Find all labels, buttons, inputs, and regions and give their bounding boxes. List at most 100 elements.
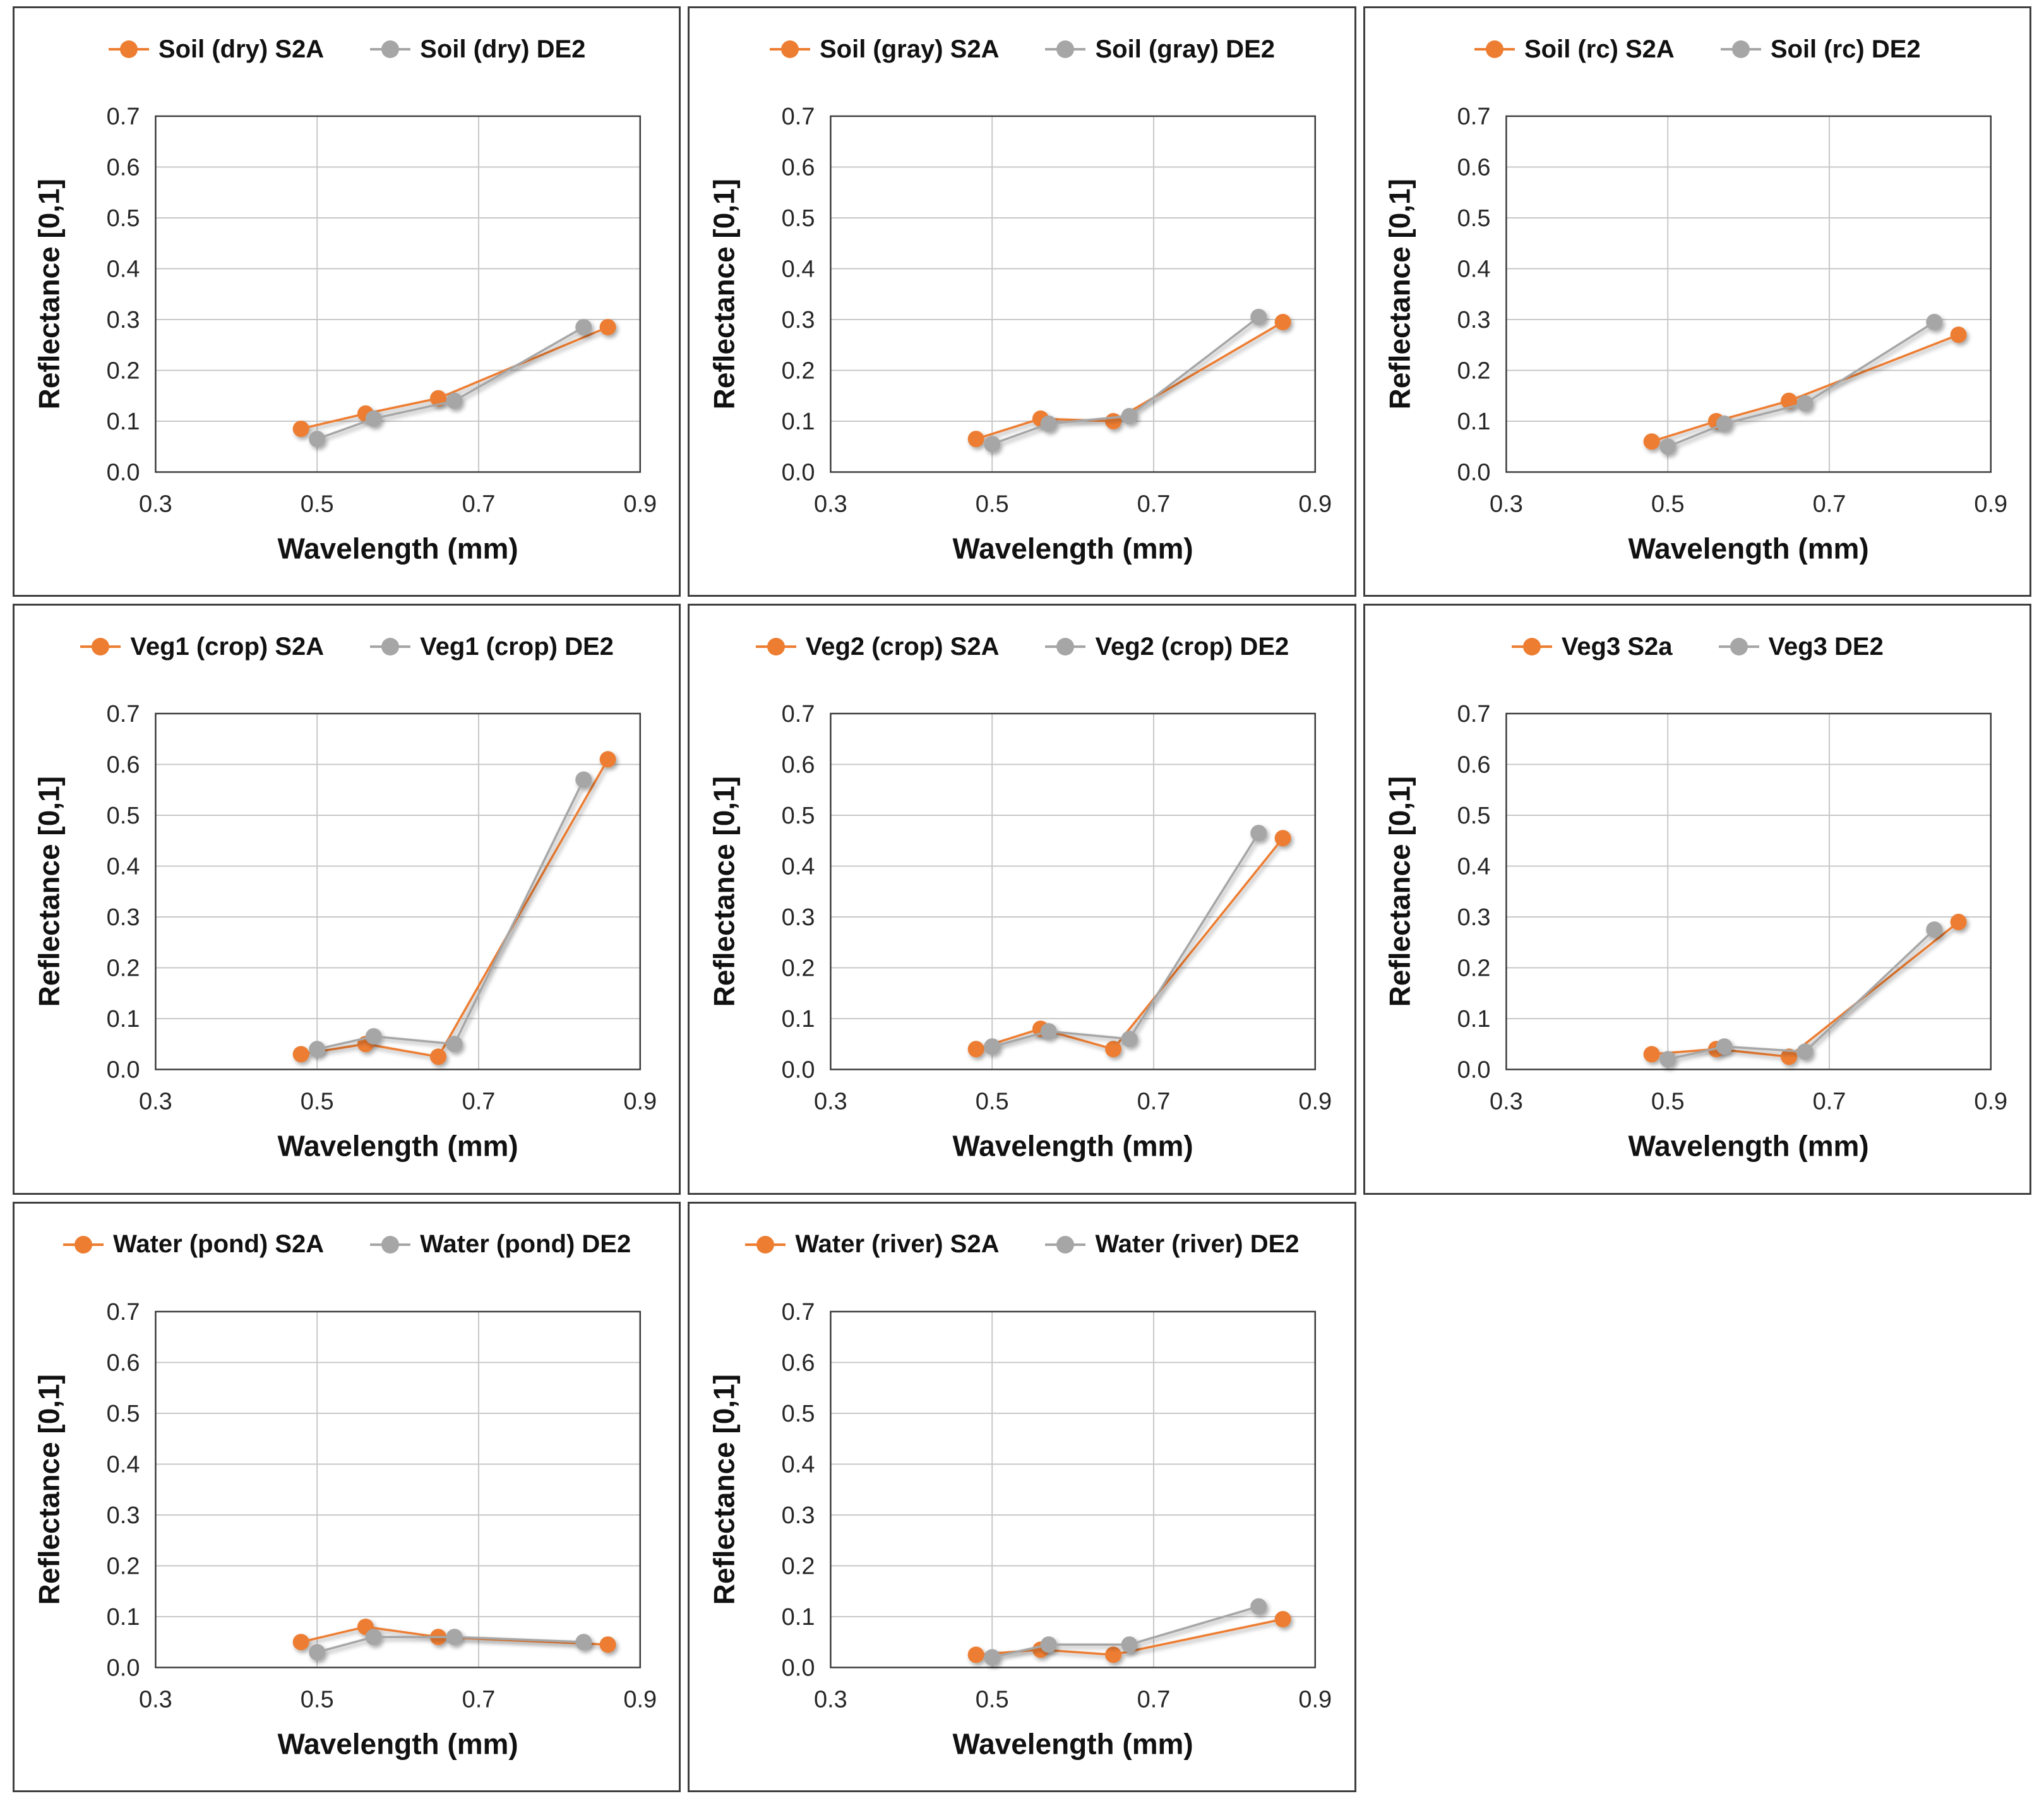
data-point-marker xyxy=(365,1028,382,1045)
y-tick-label: 0.7 xyxy=(107,1299,140,1326)
legend-entry: Veg2 (crop) S2A xyxy=(755,633,999,661)
y-tick-label: 0.0 xyxy=(782,1655,815,1681)
y-tick-label: 0.0 xyxy=(782,1057,815,1084)
y-tick-label: 0.2 xyxy=(107,357,140,384)
series-de2 xyxy=(309,1628,592,1660)
y-tick-label: 0.1 xyxy=(1457,1006,1490,1033)
legend-entry: Water (pond) DE2 xyxy=(369,1230,631,1259)
series-de2 xyxy=(309,319,592,448)
chart-plot: 0.7 0.6 0.5 0.4 0.3 0.2 0.1 0.0 0.3 0.5 0.7 0.9 Refl… xyxy=(33,1299,657,1760)
data-point-marker xyxy=(446,1036,463,1053)
x-tick-label: 0.9 xyxy=(1974,491,2007,517)
y-tick-label: 0.0 xyxy=(782,459,815,486)
chart-plot: 0.7 0.6 0.5 0.4 0.3 0.2 0.1 0.0 0.3 0.5 0.7 0.9 Refl… xyxy=(33,701,657,1162)
x-tick-label: 0.9 xyxy=(1299,1089,1332,1115)
y-tick-label: 0.4 xyxy=(782,1451,815,1478)
legend: Soil (dry) S2A Soil (dry) DE2 xyxy=(15,8,679,90)
chart-panel-veg1-crop: Veg1 (crop) S2A Veg1 (crop) DE2 0.7 0.6 0.… xyxy=(13,604,681,1195)
series-marker-icon xyxy=(1045,1235,1086,1254)
series-marker-icon xyxy=(108,40,149,58)
y-axis-title: Reflectance [0,1] xyxy=(708,776,741,1007)
series-line xyxy=(1666,928,1935,1061)
x-axis-title: Wavelength (mm) xyxy=(953,532,1193,565)
y-axis-title: Reflectance [0,1] xyxy=(708,179,741,409)
x-tick-label: 0.5 xyxy=(976,1686,1009,1713)
data-point-marker xyxy=(1716,1038,1733,1055)
y-tick-label: 0.3 xyxy=(1457,904,1490,931)
data-point-marker xyxy=(1796,395,1814,412)
series-marker-icon xyxy=(1511,638,1552,656)
y-axis-title: Reflectance [0,1] xyxy=(33,776,66,1007)
y-tick-label: 0.7 xyxy=(107,104,140,130)
y-tick-label: 0.5 xyxy=(1457,205,1490,232)
series-line xyxy=(991,316,1260,445)
y-tick-label: 0.4 xyxy=(107,1451,140,1478)
x-tick-label: 0.7 xyxy=(462,1686,496,1713)
gridlines xyxy=(155,1311,640,1668)
series-marker-icon xyxy=(769,40,810,58)
legend-label: Veg3 S2a xyxy=(1561,632,1673,661)
series-line xyxy=(1666,321,1935,448)
data-point-marker xyxy=(575,319,592,336)
series-marker-icon xyxy=(1474,40,1515,58)
y-tick-label: 0.3 xyxy=(107,904,140,931)
series-marker-icon xyxy=(1720,40,1761,58)
series-de2 xyxy=(984,1598,1267,1666)
gridlines xyxy=(1506,714,1991,1070)
data-point-marker xyxy=(1121,1636,1138,1653)
gridlines xyxy=(830,116,1316,472)
data-point-marker xyxy=(1780,392,1797,409)
legend: Soil (gray) S2A Soil (gray) DE2 xyxy=(690,8,1354,90)
series-marker-icon xyxy=(755,638,796,656)
series-line xyxy=(316,326,585,440)
y-axis-title: Reflectance [0,1] xyxy=(1383,776,1416,1007)
y-tick-label: 0.5 xyxy=(782,1401,815,1427)
plot-frame xyxy=(830,1310,1317,1668)
data-point-marker xyxy=(1274,314,1291,330)
x-tick-label: 0.9 xyxy=(1299,1686,1332,1713)
y-tick-label: 0.3 xyxy=(782,904,815,931)
y-tick-label: 0.4 xyxy=(1457,256,1490,282)
y-tick-label: 0.2 xyxy=(107,955,140,982)
y-axis-title: Reflectance [0,1] xyxy=(33,179,66,409)
data-point-marker xyxy=(1643,433,1660,450)
chart-plot: 0.7 0.6 0.5 0.4 0.3 0.2 0.1 0.0 0.3 0.5 0.7 0.9 Refl… xyxy=(708,104,1332,565)
series-s2a xyxy=(967,314,1291,448)
x-tick-label: 0.3 xyxy=(1490,491,1523,517)
y-axis-title: Reflectance [0,1] xyxy=(708,1374,741,1605)
y-tick-label: 0.2 xyxy=(782,357,815,384)
data-point-marker xyxy=(1121,407,1138,424)
y-tick-label: 0.7 xyxy=(107,701,140,727)
y-tick-label: 0.1 xyxy=(107,1006,140,1033)
legend-label: Water (river) DE2 xyxy=(1095,1230,1300,1259)
y-tick-label: 0.7 xyxy=(782,104,815,130)
series-de2 xyxy=(984,308,1267,453)
data-point-marker xyxy=(1643,1046,1660,1063)
data-point-marker xyxy=(1121,1031,1138,1048)
x-tick-label: 0.7 xyxy=(1812,491,1846,517)
x-tick-label: 0.3 xyxy=(139,491,172,517)
series-line xyxy=(991,832,1260,1048)
x-tick-label: 0.3 xyxy=(814,1686,847,1713)
y-tick-label: 0.0 xyxy=(1457,1057,1490,1084)
series-marker-icon xyxy=(370,1235,411,1254)
series-line xyxy=(299,326,609,430)
y-tick-label: 0.6 xyxy=(1457,752,1490,779)
legend: Veg2 (crop) S2A Veg2 (crop) DE2 xyxy=(690,606,1354,688)
y-tick-label: 0.6 xyxy=(782,1350,815,1376)
data-point-marker xyxy=(1950,914,1967,931)
chart-plot: 0.7 0.6 0.5 0.4 0.3 0.2 0.1 0.0 0.3 0.5 0.7 0.9 Refl… xyxy=(708,1299,1332,1760)
data-point-marker xyxy=(1250,825,1267,842)
y-tick-label: 0.2 xyxy=(782,1553,815,1579)
y-tick-label: 0.4 xyxy=(107,256,140,282)
x-axis-title: Wavelength (mm) xyxy=(277,1727,518,1760)
data-point-marker xyxy=(292,1046,309,1063)
plot-frame xyxy=(155,115,642,473)
x-tick-label: 0.9 xyxy=(623,1089,657,1115)
y-tick-label: 0.5 xyxy=(782,803,815,829)
x-axis-title: Wavelength (mm) xyxy=(1628,532,1868,565)
x-tick-label: 0.9 xyxy=(623,1686,657,1713)
data-point-marker xyxy=(1659,438,1676,455)
y-axis-title: Reflectance [0,1] xyxy=(33,1374,66,1605)
data-point-marker xyxy=(1950,326,1967,344)
